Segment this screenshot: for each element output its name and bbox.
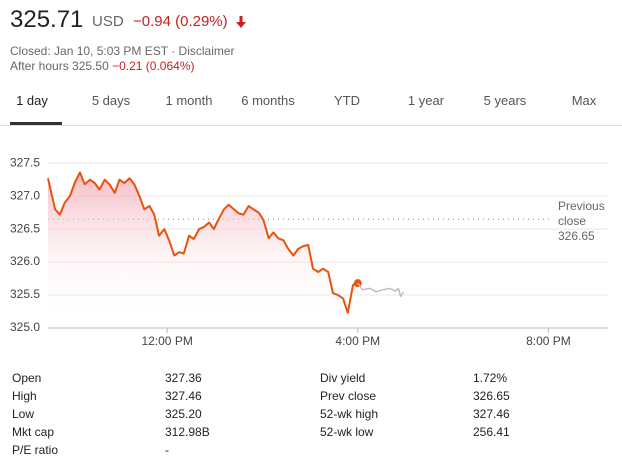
stat-value: 312.98B — [165, 425, 210, 439]
stat-label: 52-wk low — [320, 425, 374, 439]
stat-value: 327.46 — [473, 407, 510, 421]
reference-label: Previous close — [558, 199, 605, 229]
stat-value: 256.41 — [473, 425, 510, 439]
tab[interactable]: 1 year — [407, 93, 445, 108]
x-tick-label: 12:00 PM — [141, 334, 192, 348]
after-hours-price: 325.50 — [72, 59, 109, 73]
stat-label: Prev close — [320, 389, 377, 403]
stat-label: Open — [12, 371, 42, 385]
tab[interactable]: 1 day — [16, 93, 48, 108]
price: 325.71 — [10, 6, 84, 33]
y-tick-label: 327.0 — [10, 188, 40, 202]
stat-value: 327.36 — [165, 371, 202, 385]
stat-value: 327.46 — [165, 389, 202, 403]
stat-label: High — [12, 389, 37, 403]
stat-value: 325.20 — [165, 407, 202, 421]
after-hours-change: −0.21 (0.064%) — [112, 59, 195, 73]
x-tick-label: 8:00 PM — [526, 334, 571, 348]
tab[interactable]: 5 years — [483, 93, 527, 108]
status: Closed: Jan 10, 5:03 PM EST · Disclaimer — [10, 44, 235, 58]
stat-label: Mkt cap — [12, 425, 55, 439]
tab[interactable]: YTD — [334, 93, 360, 108]
stat-value: 326.65 — [473, 389, 510, 403]
after-hours-label: After hours — [10, 59, 69, 73]
chart: 325.0 325.5 326.0 326.5 327.0 327.5 12:00 PM 4:… — [10, 155, 608, 348]
reference-value: 326.65 — [558, 229, 595, 244]
y-tick-label: 327.5 — [10, 155, 40, 169]
x-tick-label: 4:00 PM — [335, 334, 380, 348]
price-line — [357, 282, 405, 298]
stat-label: Div yield — [320, 371, 366, 385]
tab[interactable]: 5 days — [91, 93, 131, 108]
stat-label: Low — [12, 407, 35, 421]
tab[interactable]: 1 month — [165, 93, 213, 108]
tab-indicator — [10, 122, 62, 125]
y-tick-label: 325.5 — [10, 287, 40, 301]
y-tick-label: 325.0 — [10, 320, 40, 334]
currency: USD — [92, 13, 124, 30]
stat-label: 52-wk high — [320, 407, 379, 421]
y-tick-label: 326.0 — [10, 254, 40, 268]
price-line — [47, 171, 359, 314]
down-arrow — [236, 16, 246, 28]
area-fill — [48, 172, 358, 328]
stat-value: - — [165, 443, 169, 457]
stat-value: 1.72% — [473, 371, 508, 385]
stat-label: P/E ratio — [12, 443, 59, 457]
tab[interactable]: Max — [571, 93, 597, 108]
change: −0.94 (0.29%) — [133, 13, 228, 30]
tab[interactable]: 6 months — [241, 93, 295, 108]
divider — [0, 125, 622, 126]
after-hours: After hours 325.50 −0.21 (0.064%) — [10, 59, 194, 73]
y-tick-label: 326.5 — [10, 221, 40, 235]
